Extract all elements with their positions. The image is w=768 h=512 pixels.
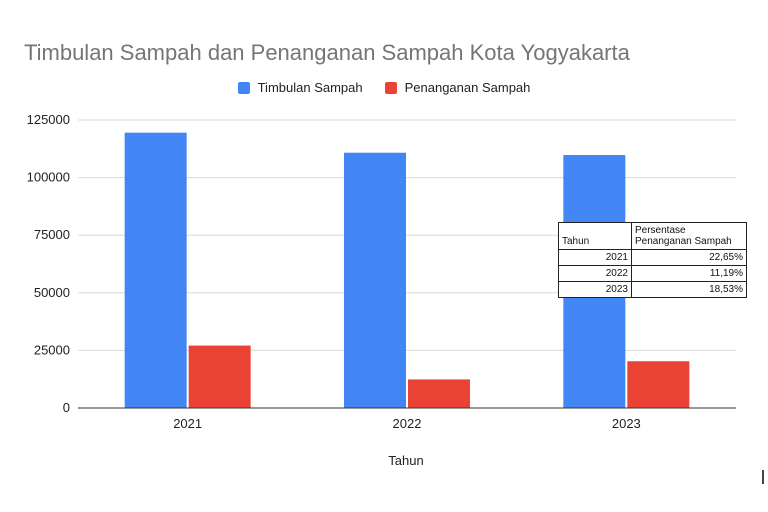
y-tick-label: 25000 [34,342,70,357]
edge-mark [762,470,764,484]
legend-label-timbulan: Timbulan Sampah [257,80,363,95]
table-header-year: Tahun [558,222,632,250]
x-tick-label: 2022 [393,416,422,431]
legend-item-penanganan: Penanganan Sampah [384,80,531,95]
table-header-percent: Persentase Penanganan Sampah [631,222,747,250]
table-row: 2023 18,53% [558,281,747,298]
table-cell-year: 2021 [558,249,632,266]
legend-item-timbulan: Timbulan Sampah [237,80,363,95]
table-cell-year: 2022 [558,265,632,282]
table-row: 2022 11,19% [558,265,747,282]
y-tick-label: 0 [63,400,70,415]
x-tick-label: 2023 [612,416,641,431]
table-cell-percent: 18,53% [631,281,747,298]
bar-penanganan [188,345,251,408]
table-header-row: Tahun Persentase Penanganan Sampah [558,222,747,250]
y-tick-label: 100000 [27,170,70,185]
x-axis-title: Tahun [388,453,423,468]
table-row: 2021 22,65% [558,249,747,266]
legend-label-penanganan: Penanganan Sampah [404,80,531,95]
y-tick-label: 125000 [27,112,70,127]
x-tick-label: 2021 [173,416,202,431]
legend-swatch-timbulan [237,81,250,94]
table-cell-year: 2023 [558,281,632,298]
table-cell-percent: 22,65% [631,249,747,266]
bar-penanganan [627,361,690,408]
y-tick-label: 75000 [34,227,70,242]
legend-swatch-penanganan [384,81,397,94]
bar-penanganan [408,379,470,408]
percentage-table: Tahun Persentase Penanganan Sampah 2021 … [558,222,747,298]
chart-title: Timbulan Sampah dan Penanganan Sampah Ko… [24,40,630,65]
bar-timbulan [344,152,406,408]
bar-timbulan [124,132,187,408]
table-cell-percent: 11,19% [631,265,747,282]
y-tick-label: 50000 [34,285,70,300]
legend: Timbulan Sampah Penanganan Sampah [0,80,768,95]
